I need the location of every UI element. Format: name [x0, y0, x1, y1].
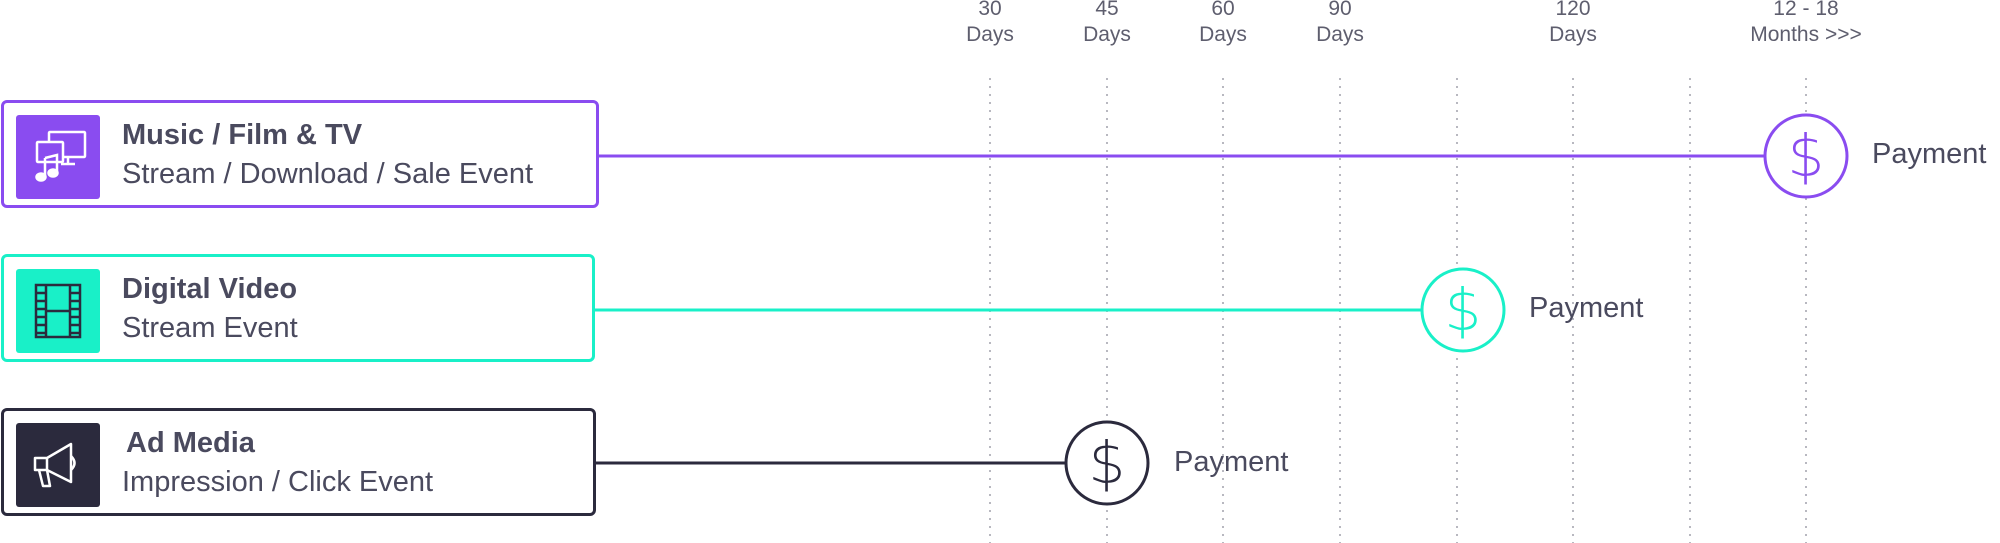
payment-dollar-icon: $ [1420, 267, 1506, 353]
column-label-120-days: 120 Days [1549, 0, 1597, 46]
payment-label: Payment [1174, 446, 1289, 478]
svg-text:$: $ [1089, 429, 1126, 497]
card-title: Music / Film & TV [122, 119, 363, 151]
payment-dollar-icon: $ [1763, 113, 1849, 199]
card-subtitle: Impression / Click Event [122, 466, 434, 498]
card-title: Ad Media [126, 427, 255, 459]
column-label-12-18-months: 12 - 18 Months >>> [1750, 0, 1862, 46]
card-subtitle: Stream Event [122, 312, 298, 344]
column-label-30-days: 30 Days [966, 0, 1014, 46]
svg-text:$: $ [1445, 276, 1482, 344]
card-subtitle: Stream / Download / Sale Event [122, 158, 534, 190]
column-label-45-days: 45 Days [1083, 0, 1131, 46]
ad-media-card: Ad Media Impression / Click Event [1, 408, 596, 516]
megaphone-icon [16, 423, 100, 507]
digital-video-card: Digital Video Stream Event [1, 254, 595, 362]
payment-dollar-icon: $ [1064, 420, 1150, 506]
payment-label: Payment [1872, 138, 1987, 170]
music-video-icon [16, 115, 100, 199]
svg-text:$: $ [1788, 122, 1825, 190]
music-film-tv-card: Music / Film & TV Stream / Download / Sa… [1, 100, 599, 208]
column-label-60-days: 60 Days [1199, 0, 1247, 46]
card-title: Digital Video [122, 273, 298, 305]
column-label-90-days: 90 Days [1316, 0, 1364, 46]
film-strip-icon [16, 269, 100, 353]
payment-label: Payment [1529, 292, 1644, 324]
